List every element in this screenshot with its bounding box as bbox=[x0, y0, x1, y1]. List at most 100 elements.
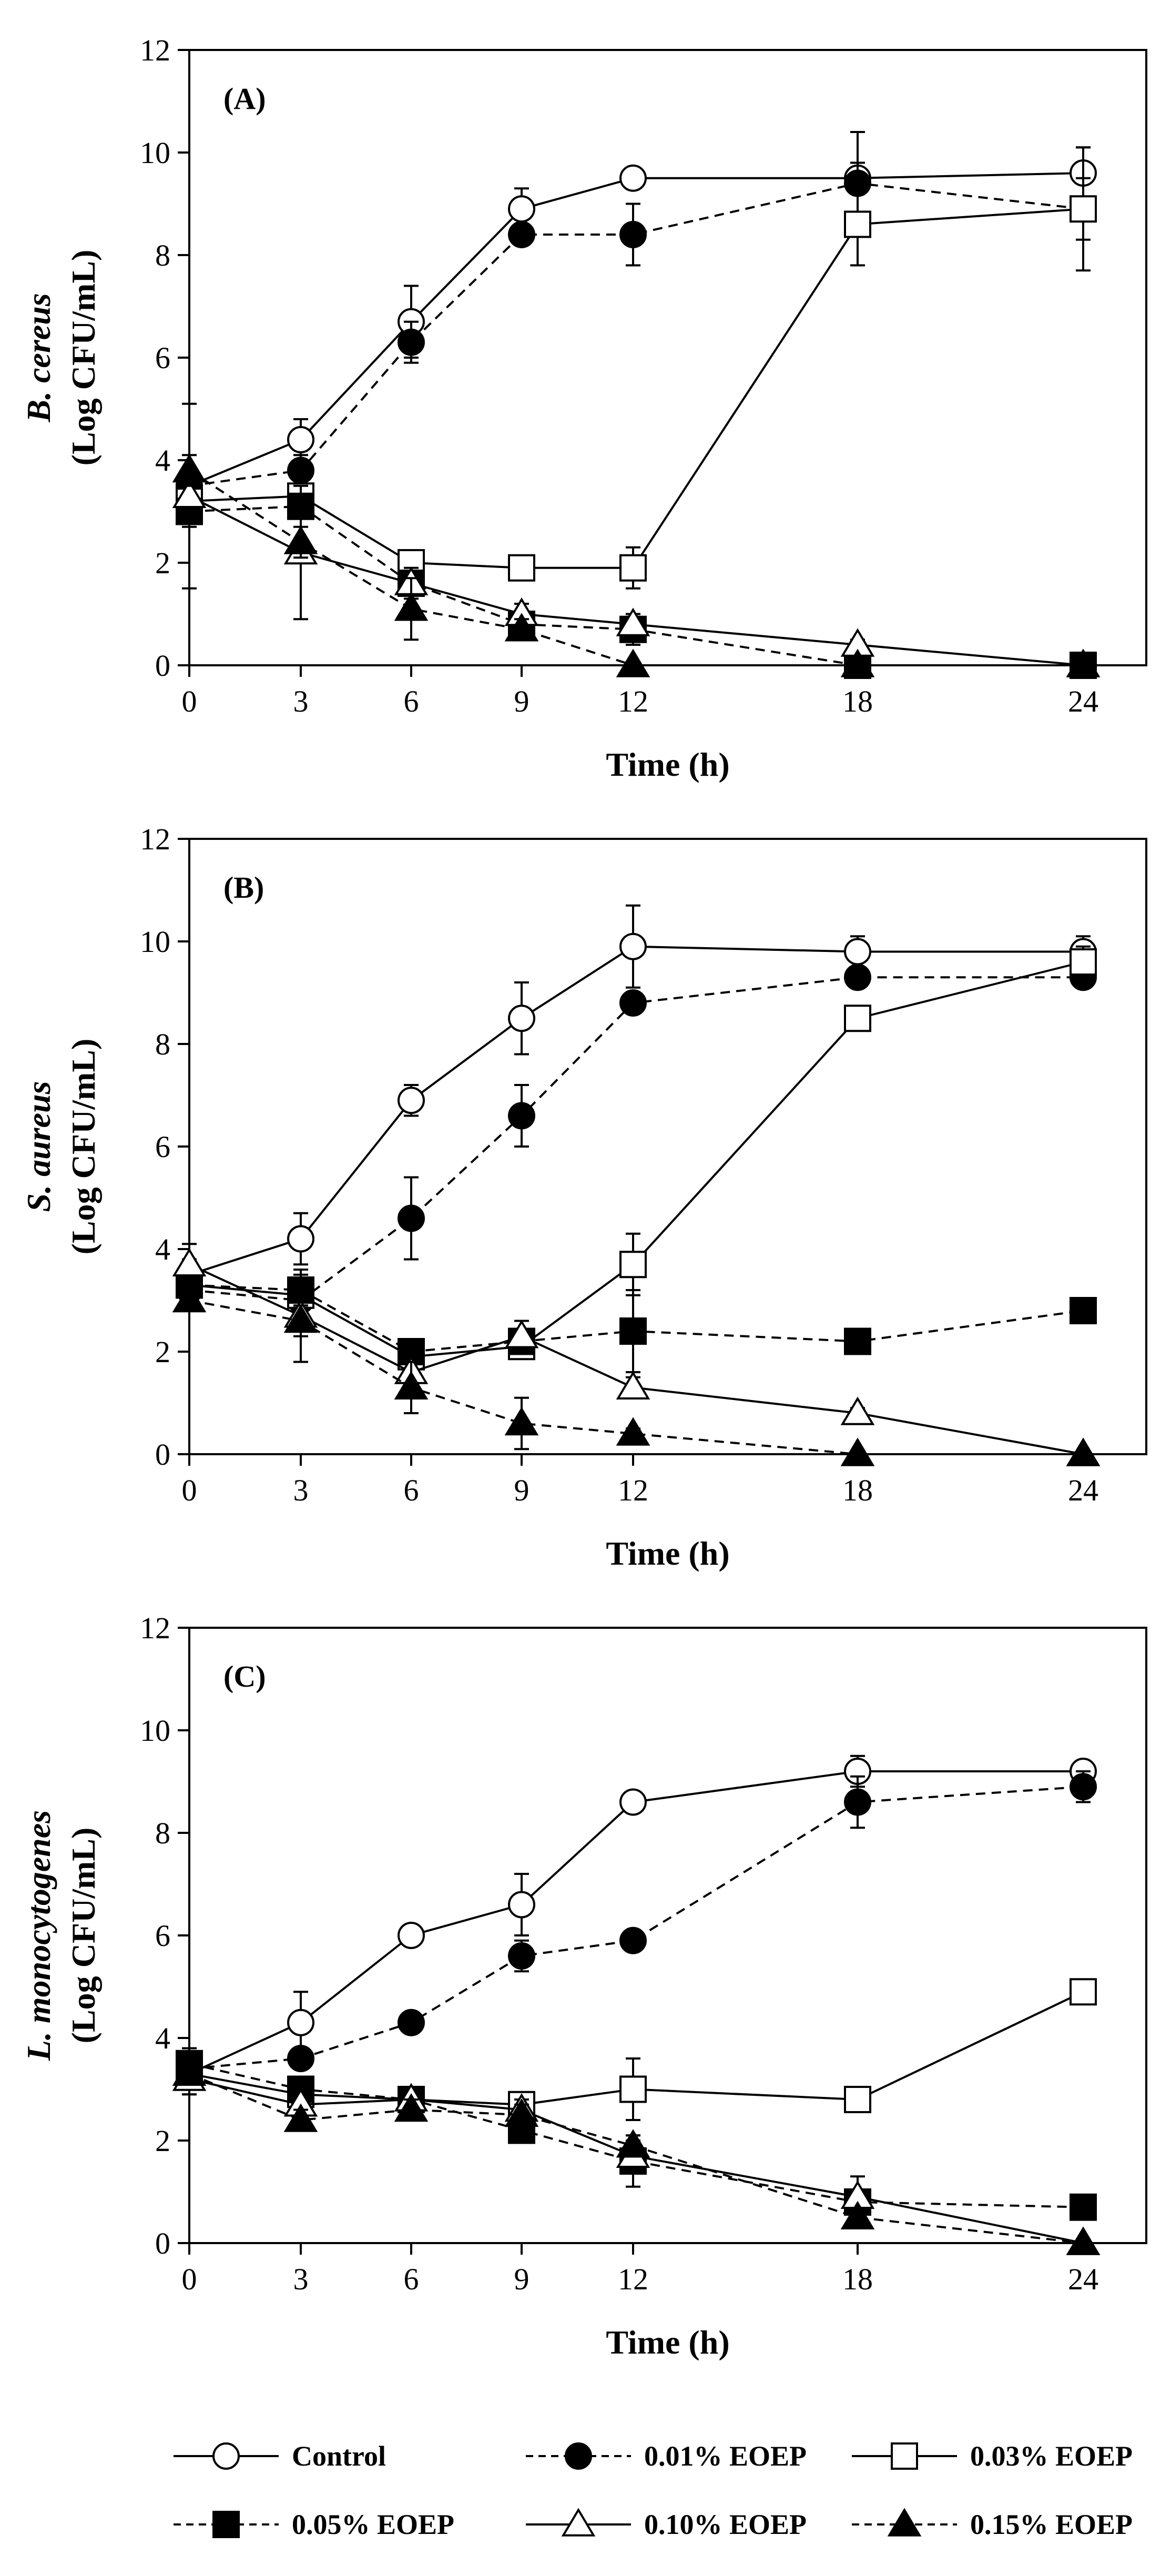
y-axis-label-species: B. cereus bbox=[20, 293, 57, 422]
data-point bbox=[844, 210, 871, 238]
series-0-15-eoep bbox=[172, 2057, 1101, 2255]
data-point bbox=[172, 2057, 207, 2086]
y-tick-label: 8 bbox=[155, 1816, 170, 1850]
data-point bbox=[172, 479, 207, 508]
y-tick-label: 0 bbox=[155, 2226, 170, 2260]
data-point bbox=[504, 1320, 539, 1348]
data-point bbox=[616, 1417, 650, 1446]
series-line bbox=[189, 1770, 1083, 2075]
x-tick-label: 6 bbox=[404, 1473, 419, 1507]
series-0-05-eoep bbox=[176, 2047, 1097, 2221]
series-0-15-eoep bbox=[172, 453, 1101, 677]
data-point bbox=[616, 648, 650, 677]
data-point bbox=[844, 1005, 871, 1032]
y-axis-label-unit: (Log CFU/mL) bbox=[65, 1828, 102, 2044]
series-0-03-eoep bbox=[176, 146, 1097, 590]
legend-item-control: Control bbox=[174, 2440, 386, 2472]
plot-frame bbox=[188, 838, 1147, 1455]
data-point bbox=[1070, 2193, 1097, 2221]
data-point bbox=[508, 1891, 535, 1919]
data-point bbox=[619, 989, 647, 1017]
y-axis-label-species: S. aureus bbox=[20, 1081, 57, 1212]
data-point bbox=[844, 2086, 871, 2113]
series-control bbox=[176, 146, 1097, 502]
legend: Control 0.01% EOEP 0.03% EOEP 0.05% EOEP 0.1… bbox=[174, 2440, 1133, 2540]
y-tick-label: 12 bbox=[140, 33, 170, 67]
x-tick-label: 12 bbox=[618, 684, 648, 718]
x-tick-label: 9 bbox=[514, 1473, 530, 1507]
series-0-01-eoep bbox=[176, 1770, 1097, 2085]
data-point bbox=[1070, 948, 1097, 976]
x-tick-label: 18 bbox=[842, 684, 873, 718]
x-tick-label: 0 bbox=[182, 684, 197, 718]
y-tick-label: 6 bbox=[155, 1919, 170, 1953]
data-point bbox=[508, 1102, 535, 1130]
series-0-03-eoep bbox=[176, 1978, 1097, 2121]
legend-marker bbox=[565, 2442, 592, 2470]
y-tick-label: 10 bbox=[140, 136, 170, 170]
data-point bbox=[840, 2200, 875, 2229]
panel-label: (C) bbox=[223, 1659, 266, 1693]
y-tick-label: 8 bbox=[155, 1027, 170, 1061]
x-tick-label: 18 bbox=[842, 1473, 873, 1507]
y-tick-label: 12 bbox=[140, 822, 170, 856]
data-point bbox=[283, 2103, 318, 2132]
plot-frame bbox=[188, 49, 1147, 666]
series-line bbox=[189, 208, 1084, 569]
data-point bbox=[619, 1317, 647, 1345]
series-0-05-eoep bbox=[176, 1269, 1097, 1373]
legend-label: 0.15% EOEP bbox=[970, 2509, 1133, 2540]
series-line bbox=[189, 961, 1084, 1358]
y-axis-label-unit: (Log CFU/mL) bbox=[65, 1039, 102, 1255]
panel-label: (A) bbox=[223, 82, 266, 116]
data-point bbox=[172, 453, 207, 483]
data-point bbox=[1070, 1773, 1097, 1801]
data-point bbox=[1066, 1437, 1101, 1466]
plot-frame bbox=[188, 1627, 1147, 2244]
y-tick-label: 6 bbox=[155, 1130, 170, 1164]
x-tick-label: 3 bbox=[293, 684, 309, 718]
data-point bbox=[508, 1005, 535, 1032]
series-control bbox=[176, 1754, 1097, 2096]
y-tick-label: 0 bbox=[155, 1437, 170, 1472]
data-point bbox=[840, 1437, 875, 1466]
data-point bbox=[283, 525, 318, 554]
x-tick-label: 12 bbox=[618, 1473, 648, 1507]
data-point bbox=[1070, 1978, 1097, 2006]
data-point bbox=[508, 1942, 535, 1970]
x-axis-label: Time (h) bbox=[606, 2324, 729, 2361]
data-point bbox=[287, 2045, 314, 2072]
data-point bbox=[619, 2075, 647, 2103]
data-point bbox=[504, 613, 539, 642]
legend-item-0-10-eoep: 0.10% EOEP bbox=[526, 2508, 807, 2540]
x-tick-label: 6 bbox=[404, 684, 419, 718]
data-point bbox=[287, 457, 314, 484]
legend-label: 0.10% EOEP bbox=[644, 2509, 807, 2540]
data-point bbox=[619, 221, 647, 248]
x-tick-label: 0 bbox=[182, 1473, 197, 1507]
y-tick-label: 2 bbox=[155, 2124, 170, 2158]
data-point bbox=[398, 328, 425, 356]
y-tick-label: 12 bbox=[140, 1611, 170, 1645]
data-point bbox=[398, 1087, 425, 1114]
data-point bbox=[508, 221, 535, 248]
data-point bbox=[619, 554, 647, 582]
data-point bbox=[287, 426, 314, 453]
series-0-15-eoep bbox=[172, 1283, 1101, 1466]
data-point bbox=[287, 1225, 314, 1253]
x-tick-label: 9 bbox=[514, 2262, 530, 2296]
y-tick-label: 10 bbox=[140, 925, 170, 959]
y-axis-label-species: L. monocytogenes bbox=[20, 1810, 57, 2061]
legend-marker bbox=[561, 2508, 596, 2537]
data-point bbox=[394, 1371, 429, 1399]
x-axis-label: Time (h) bbox=[606, 1535, 729, 1572]
x-tick-label: 0 bbox=[182, 2262, 197, 2296]
legend-marker bbox=[212, 2511, 240, 2538]
y-tick-label: 2 bbox=[155, 546, 170, 580]
data-point bbox=[840, 648, 875, 677]
data-point bbox=[287, 2009, 314, 2036]
data-point bbox=[1070, 1297, 1097, 1324]
series-0-05-eoep bbox=[176, 492, 1097, 679]
